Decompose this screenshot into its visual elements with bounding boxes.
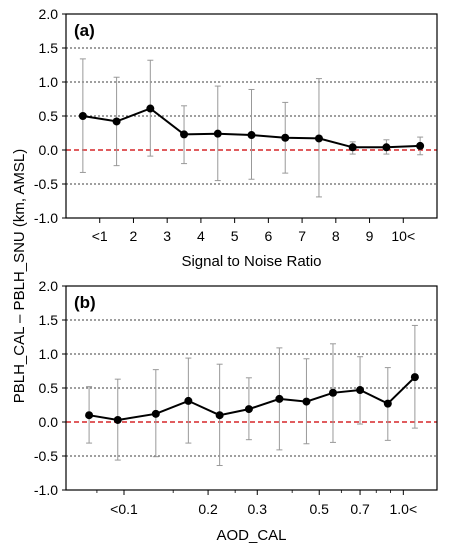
panel-label: (a) [74, 21, 95, 40]
x-tick-label: 0.5 [309, 501, 329, 517]
x-tick-label: <0.1 [110, 501, 138, 517]
y-tick-label: 1.5 [39, 40, 59, 56]
data-point [383, 399, 392, 408]
data-point [146, 104, 155, 113]
y-tick-label: 0.5 [39, 108, 59, 124]
x-tick-label: 9 [366, 228, 374, 244]
data-point [215, 411, 224, 420]
y-tick-label: 0.5 [39, 380, 59, 396]
y-tick-label: -0.5 [34, 176, 58, 192]
y-tick-label: 2.0 [39, 6, 59, 22]
y-axis-label: PBLH_CAL – PBLH_SNU (km, AMSL) [11, 149, 28, 404]
data-point [85, 411, 94, 420]
y-tick-label: 2.0 [39, 278, 59, 294]
data-point [213, 129, 222, 138]
x-tick-label: 4 [197, 228, 205, 244]
y-tick-label: 1.0 [39, 346, 59, 362]
y-tick-label: -0.5 [34, 448, 58, 464]
data-point [151, 409, 160, 418]
x-tick-label: 8 [332, 228, 340, 244]
data-point [302, 397, 311, 406]
x-tick-label: 10< [391, 228, 415, 244]
x-tick-label: <1 [92, 228, 108, 244]
x-tick-label: 0.3 [248, 501, 268, 517]
data-point [275, 394, 284, 403]
y-tick-label: 1.5 [39, 312, 59, 328]
plot-frame [65, 13, 438, 219]
panel-label: (b) [74, 293, 96, 312]
y-tick-label: -1.0 [34, 482, 58, 498]
data-point [184, 396, 193, 405]
data-point [416, 141, 425, 150]
y-tick-label: 1.0 [39, 74, 59, 90]
x-tick-label: 3 [163, 228, 171, 244]
y-tick-label: -1.0 [34, 210, 58, 226]
x-tick-label: 6 [264, 228, 272, 244]
x-tick-label: 5 [231, 228, 239, 244]
series-line [88, 376, 416, 422]
x-axis-label: AOD_CAL [216, 527, 286, 544]
data-point [382, 143, 391, 152]
data-point [314, 134, 323, 143]
data-point [348, 143, 357, 152]
x-axis-label: Signal to Noise Ratio [181, 253, 321, 270]
data-point [180, 130, 189, 139]
y-tick-label: 0.0 [39, 414, 59, 430]
y-tick-label: 0.0 [39, 142, 59, 158]
data-point [113, 415, 122, 424]
data-point [247, 131, 256, 140]
x-tick-label: 7 [298, 228, 306, 244]
data-point [328, 388, 337, 397]
x-tick-label: 1.0< [389, 501, 417, 517]
x-tick-label: 2 [130, 228, 138, 244]
data-point [356, 386, 365, 395]
data-point [281, 133, 290, 142]
data-point [112, 117, 121, 126]
data-point [244, 405, 253, 414]
plot-frame [65, 285, 438, 491]
x-tick-label: 0.2 [198, 501, 218, 517]
data-point [410, 373, 419, 382]
x-tick-label: 0.7 [350, 501, 370, 517]
data-point [78, 112, 87, 120]
